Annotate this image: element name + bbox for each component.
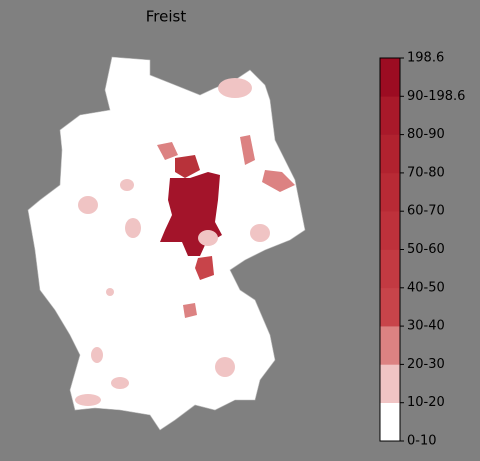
colorbar-label: 60-70 [407, 204, 445, 219]
region-mid [262, 170, 295, 192]
colorbar-segment [380, 172, 400, 212]
region-light [125, 218, 141, 238]
map-title: Freist [146, 8, 187, 26]
region-light [215, 357, 235, 377]
region-light [75, 394, 101, 406]
colorbar-segment [380, 326, 400, 365]
colorbar-segment [380, 96, 400, 135]
region-mid [157, 142, 178, 160]
colorbar-label: 40-50 [407, 280, 445, 295]
region-light [218, 78, 252, 98]
colorbar-segment [380, 402, 400, 442]
germany-map [27, 56, 306, 431]
colorbar-label: 80-90 [407, 127, 445, 142]
colorbar: 0-10 10-20 20-30 30-40 40-50 50-60 60-70 70-80 8… [379, 51, 465, 449]
colorbar-label: 50-60 [407, 242, 445, 257]
colorbar-segment [380, 134, 400, 174]
colorbar-segment [380, 249, 400, 289]
region-light [250, 224, 270, 242]
colorbar-segment [380, 364, 400, 403]
region-light [120, 179, 134, 191]
region-red [195, 256, 214, 280]
region-light [91, 347, 103, 363]
colorbar-segment [380, 287, 400, 327]
colorbar-label: 70-80 [407, 165, 445, 180]
colorbar-label: 198.6 [407, 51, 444, 66]
colorbar-label: 90-198.6 [407, 89, 465, 104]
colorbar-segment [380, 211, 400, 250]
region-mid [183, 303, 197, 318]
colorbar-label: 30-40 [407, 319, 445, 334]
colorbar-label: 0-10 [407, 434, 437, 449]
region-light [111, 377, 129, 389]
region-mid [240, 135, 255, 165]
region-light [106, 288, 114, 296]
colorbar-segment [380, 58, 400, 97]
region-light [78, 196, 98, 214]
region-red [175, 155, 200, 178]
region-light [198, 230, 218, 246]
colorbar-label: 10-20 [407, 395, 445, 410]
country-outline [27, 56, 306, 431]
colorbar-label: 20-30 [407, 357, 445, 372]
